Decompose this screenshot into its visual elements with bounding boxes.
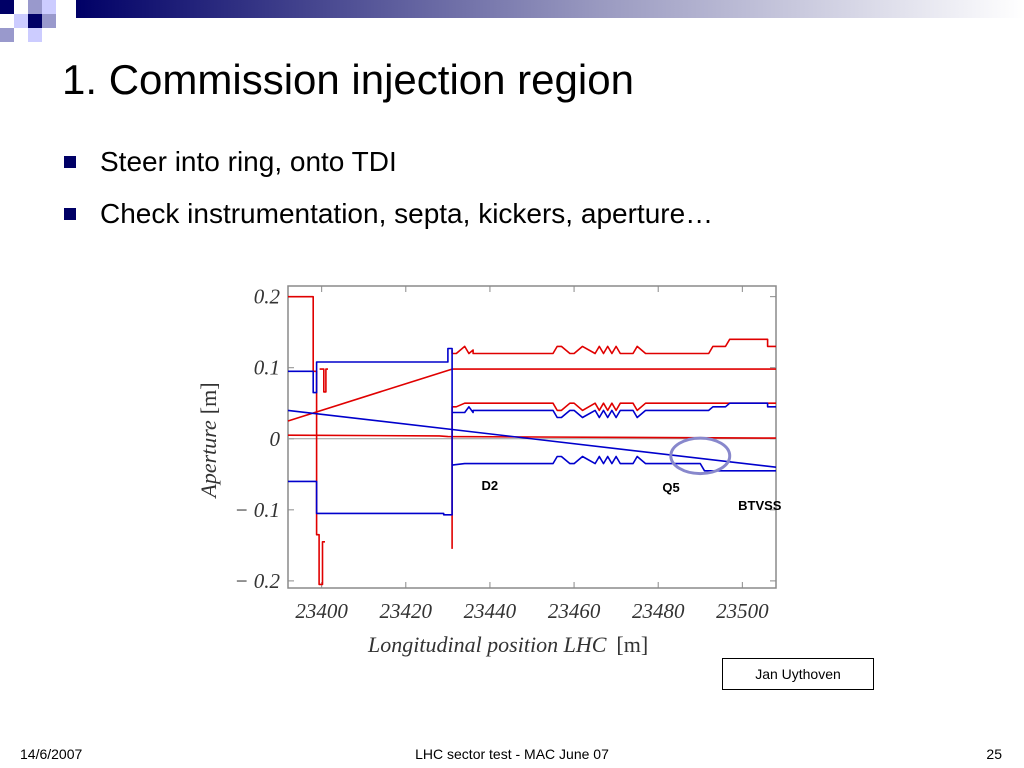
beam-line-blue <box>452 402 776 419</box>
y-tick-label: 0.1 <box>254 356 280 380</box>
q5-highlight-ellipse <box>669 436 732 476</box>
aperture-line-red <box>451 402 776 549</box>
annotation-label: Q5 <box>662 480 679 495</box>
aperture-line-red <box>319 368 328 393</box>
annotation-label: D2 <box>482 478 499 493</box>
annotation-label: BTVSS <box>738 498 782 513</box>
bullet-text: Check instrumentation, septa, kickers, a… <box>100 198 714 229</box>
x-tick-label: 23400 <box>295 599 348 623</box>
x-tick-label: 23500 <box>716 599 769 623</box>
y-tick-label: 0 <box>270 427 281 451</box>
x-axis-label: Longitudinal position LHC [m] <box>367 632 648 657</box>
x-tick-label: 23440 <box>464 599 517 623</box>
footer-title: LHC sector test - MAC June 07 <box>415 746 609 762</box>
beam-line-blue <box>288 347 453 516</box>
bullet-text: Steer into ring, onto TDI <box>100 146 397 177</box>
aperture-plot: 0.2 0.1 0 − 0.1 − 0.2 23400 23420 23440 23460 234… <box>196 285 782 657</box>
bullet-square-icon <box>64 156 76 168</box>
y-tick-label: − 0.2 <box>234 569 280 593</box>
x-tick-label: 23420 <box>380 599 433 623</box>
bullet-list: Steer into ring, onto TDI Check instrume… <box>62 142 713 246</box>
footer-date: 14/6/2007 <box>20 746 83 762</box>
aperture-line-red <box>287 434 777 439</box>
aperture-line-red <box>287 368 776 422</box>
bullet-item: Check instrumentation, septa, kickers, a… <box>62 194 713 246</box>
author-credit-box: Jan Uythoven <box>722 658 874 690</box>
beam-line-blue <box>287 409 777 468</box>
header-decoration <box>0 0 1024 42</box>
x-tick-label: 23460 <box>548 599 601 623</box>
slide-title: 1. Commission injection region <box>62 56 634 103</box>
beam-line-blue <box>452 455 776 472</box>
aperture-line-red <box>288 295 325 586</box>
slide-number: 25 <box>986 746 1002 762</box>
y-tick-label: − 0.1 <box>234 498 280 522</box>
x-tick-label: 23480 <box>632 599 685 623</box>
bullet-item: Steer into ring, onto TDI <box>62 142 713 194</box>
bullet-square-icon <box>64 208 76 220</box>
y-axis-label: Aperture[m] <box>196 382 221 499</box>
aperture-line-red <box>451 338 776 355</box>
y-tick-label: 0.2 <box>254 285 281 309</box>
